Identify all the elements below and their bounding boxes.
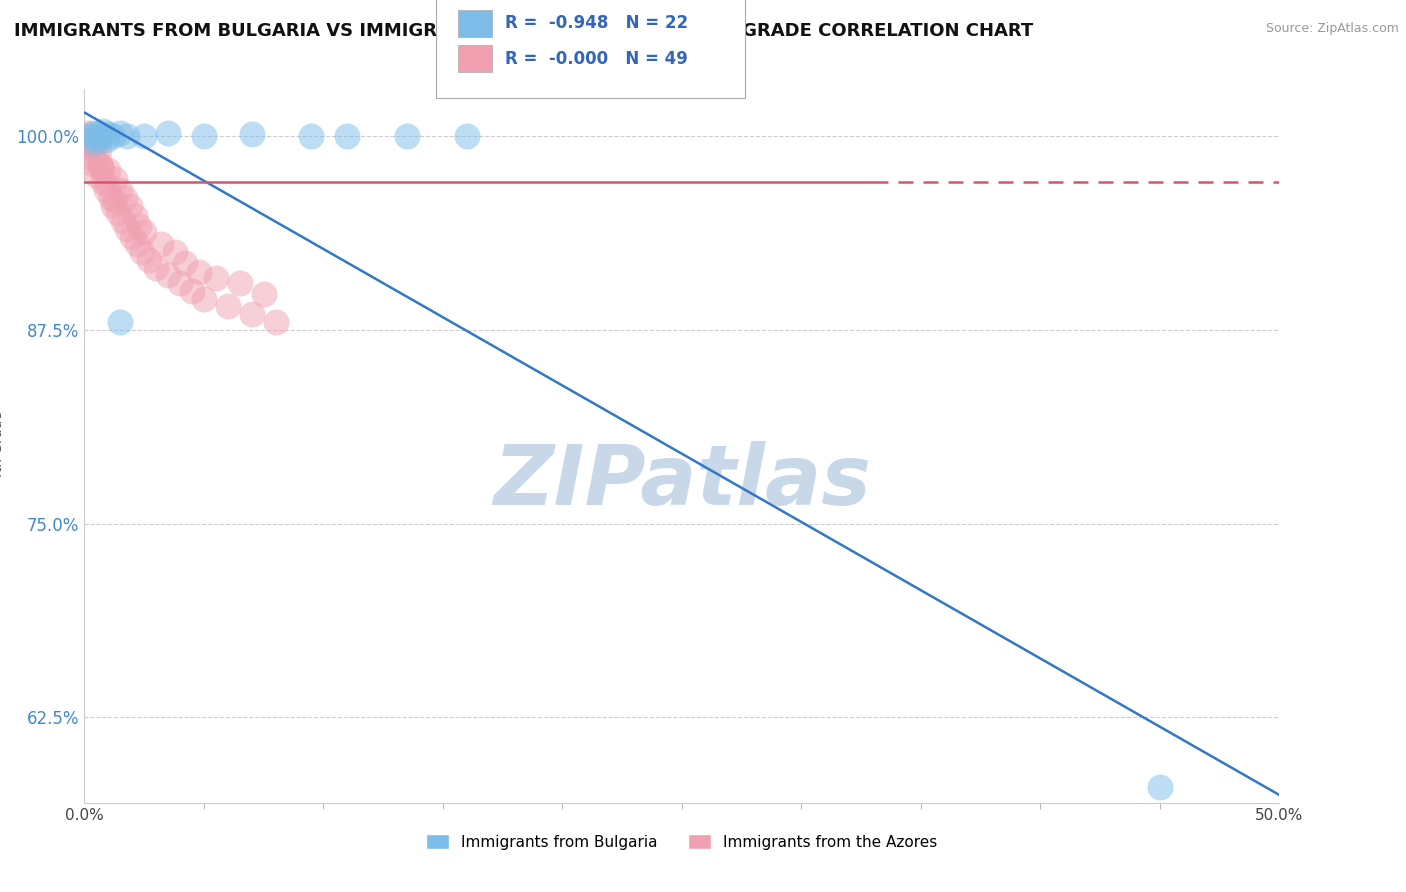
- Text: IMMIGRANTS FROM BULGARIA VS IMMIGRANTS FROM THE AZORES 4TH GRADE CORRELATION CHA: IMMIGRANTS FROM BULGARIA VS IMMIGRANTS F…: [14, 22, 1033, 40]
- Point: [165, 245, 187, 260]
- Point: [264, 315, 287, 329]
- Point: [90, 160, 112, 174]
- Point: [97, 178, 120, 193]
- Text: R =  -0.000   N = 49: R = -0.000 N = 49: [505, 50, 688, 68]
- Point: [193, 128, 215, 143]
- Point: [157, 126, 180, 140]
- Point: [97, 162, 120, 177]
- Point: [82, 126, 104, 140]
- Point: [94, 133, 117, 147]
- Point: [83, 152, 105, 166]
- Point: [1149, 780, 1171, 795]
- Point: [97, 127, 120, 141]
- Point: [124, 210, 146, 224]
- Point: [76, 126, 98, 140]
- Y-axis label: 4th Grade: 4th Grade: [0, 411, 6, 481]
- Point: [173, 256, 195, 270]
- Point: [107, 206, 129, 220]
- Point: [131, 245, 153, 260]
- Point: [117, 222, 139, 236]
- Point: [157, 268, 180, 283]
- Point: [121, 229, 143, 244]
- Point: [110, 183, 132, 197]
- Text: R =  -0.948   N = 22: R = -0.948 N = 22: [505, 14, 688, 32]
- Point: [79, 147, 101, 161]
- Point: [101, 198, 124, 212]
- Point: [87, 132, 110, 146]
- Point: [77, 128, 100, 143]
- Text: ZIPatlas: ZIPatlas: [494, 442, 870, 522]
- Point: [205, 271, 228, 285]
- Point: [82, 156, 104, 170]
- Point: [193, 292, 215, 306]
- Point: [169, 276, 191, 290]
- Point: [118, 198, 141, 212]
- Point: [132, 128, 156, 143]
- Text: Source: ZipAtlas.com: Source: ZipAtlas.com: [1265, 22, 1399, 36]
- Point: [91, 162, 114, 177]
- Point: [77, 132, 100, 146]
- Point: [117, 128, 139, 143]
- Point: [104, 194, 127, 208]
- Point: [149, 237, 172, 252]
- Point: [83, 136, 105, 151]
- Legend: Immigrants from Bulgaria, Immigrants from the Azores: Immigrants from Bulgaria, Immigrants fro…: [420, 828, 943, 855]
- Point: [181, 284, 204, 298]
- Point: [93, 124, 115, 138]
- Point: [93, 175, 115, 189]
- Point: [111, 214, 134, 228]
- Point: [336, 128, 359, 143]
- Point: [100, 191, 122, 205]
- Point: [240, 307, 263, 321]
- Point: [253, 287, 276, 301]
- Point: [80, 141, 103, 155]
- Point: [86, 168, 108, 182]
- Point: [217, 299, 239, 313]
- Point: [110, 126, 132, 140]
- Point: [94, 183, 117, 197]
- Point: [110, 315, 132, 329]
- Point: [132, 225, 156, 239]
- Point: [138, 252, 160, 267]
- Point: [145, 260, 167, 275]
- Point: [86, 127, 108, 141]
- Point: [114, 191, 136, 205]
- Point: [240, 127, 263, 141]
- Point: [301, 128, 323, 143]
- Point: [188, 265, 211, 279]
- Point: [456, 128, 478, 143]
- Point: [86, 136, 108, 151]
- Point: [89, 128, 111, 143]
- Point: [77, 136, 100, 151]
- Point: [128, 219, 150, 233]
- Point: [125, 237, 148, 252]
- Point: [104, 172, 127, 186]
- Point: [89, 156, 111, 170]
- Point: [87, 145, 110, 159]
- Point: [396, 128, 419, 143]
- Point: [229, 276, 252, 290]
- Point: [101, 128, 124, 143]
